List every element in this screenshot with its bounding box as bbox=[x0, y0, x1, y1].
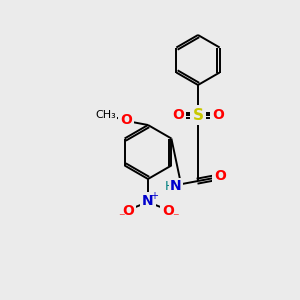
Text: N: N bbox=[170, 179, 182, 193]
Text: O: O bbox=[122, 204, 134, 218]
Text: ⁻: ⁻ bbox=[118, 212, 124, 224]
Text: O: O bbox=[212, 108, 224, 122]
Text: O: O bbox=[162, 204, 174, 218]
Text: CH₃: CH₃ bbox=[96, 110, 116, 120]
Text: N: N bbox=[142, 194, 154, 208]
Text: H: H bbox=[164, 179, 174, 193]
Text: ⁻: ⁻ bbox=[172, 212, 178, 224]
Text: O: O bbox=[120, 113, 132, 127]
Text: +: + bbox=[150, 191, 158, 201]
Text: S: S bbox=[193, 107, 203, 122]
Text: O: O bbox=[214, 169, 226, 183]
Text: O: O bbox=[172, 108, 184, 122]
